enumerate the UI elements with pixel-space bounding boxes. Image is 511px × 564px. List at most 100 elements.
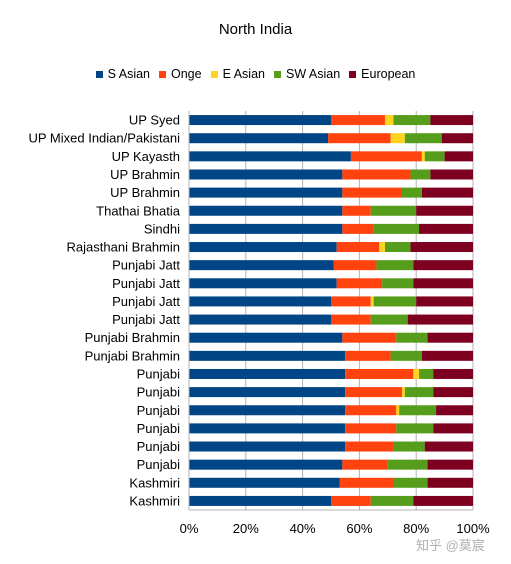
x-tick-label: 20% [233,521,259,536]
bar-segment [345,441,394,452]
bar-segment [421,187,473,198]
bar-segment [427,332,473,343]
bar-segment [373,223,420,234]
bar-segment [419,223,473,234]
bar-segment [396,332,428,343]
bar-segment [404,133,442,144]
bar-segment [402,387,405,398]
bar-segment [393,477,428,488]
category-label: Punjabi [137,457,180,472]
bar-segment [345,405,397,416]
bar-segment [404,387,434,398]
bar-segment [370,495,414,506]
bar-segment [189,115,331,126]
bar-segment [427,477,473,488]
category-label: UP Syed [129,113,180,128]
bar-segment [399,405,437,416]
bar-segment [189,368,346,379]
bar-segment [345,368,414,379]
category-label: Punjabi Jatt [112,294,180,309]
category-label: Punjabi Jatt [112,258,180,273]
category-label: Punjabi Brahmin [85,348,180,363]
legend-label: S Asian [107,67,150,81]
category-label: Rajasthani Brahmin [67,240,180,255]
category-label: UP Kayasth [112,149,180,164]
bar-segment [342,459,388,470]
bar-segment [189,133,329,144]
x-tick-label: 60% [346,521,372,536]
bar-segment [373,296,417,307]
bar-segment [387,459,428,470]
bar-segment [342,205,371,216]
bar-segment [416,205,473,216]
legend-item: S Asian [95,67,150,81]
category-label: UP Mixed Indian/Pakistani [28,131,180,146]
bar-segment [342,187,402,198]
legend-swatch [210,70,218,78]
bar-segment [342,332,397,343]
bar-segment [345,423,397,434]
bar-segment [350,151,422,162]
bar-segment [390,350,422,361]
bar-segment [328,133,391,144]
bar-segment [384,242,411,253]
legend-swatch [349,70,357,78]
bar-segment [370,314,408,325]
bar-segment [189,223,343,234]
category-label: Punjabi [137,366,180,381]
legend-swatch [95,70,103,78]
category-label: Punjabi Jatt [112,312,180,327]
bar-segment [436,405,473,416]
bar-segment [345,387,402,398]
bar-segment [331,115,385,126]
category-label: Thathai Bhatia [96,203,181,218]
bar-segment [393,115,431,126]
bar-segment [189,187,343,198]
x-tick-label: 0% [180,521,199,536]
bar-segment [189,151,351,162]
bar-segment [333,260,377,271]
bar-segment [379,242,385,253]
bar-segment [189,205,343,216]
bar-segment [396,405,400,416]
bar-segment [410,169,431,180]
bar-segment [189,459,343,470]
legend-swatch [159,70,166,78]
x-tick-label: 40% [290,521,316,536]
legend-item: E Asian [210,67,265,81]
bar-segment [376,260,414,271]
bar-segment [189,495,331,506]
bar-segment [382,278,414,289]
bar-segment [413,368,420,379]
bar-segment [410,242,473,253]
bar-segment [419,368,434,379]
bar-segment [433,368,473,379]
bar-segment [370,205,417,216]
bar-segment [189,423,346,434]
bar-segment [427,459,473,470]
bar-segment [424,151,445,162]
bar-segment [444,151,473,162]
bar-segment [393,441,425,452]
legend-item: European [349,67,415,81]
bar-segment [189,278,337,289]
bar-segment [433,387,473,398]
bar-segment [331,296,371,307]
bar-segment [189,387,346,398]
category-label: Punjabi [137,439,180,454]
bar-segment [421,350,473,361]
bar-segment [189,314,331,325]
bar-segment [390,133,405,144]
legend-label: Onge [171,67,202,81]
bar-segment [189,477,340,488]
category-label: Sindhi [144,221,180,236]
bar-segment [421,151,425,162]
bar-segment [331,495,371,506]
bar-segment [345,350,391,361]
legend-label: E Asian [222,67,265,81]
bar-segment [416,296,473,307]
category-label: Kashmiri [129,475,180,490]
bar-segment [342,223,374,234]
category-label: Punjabi [137,403,180,418]
category-label: UP Brahmin [110,167,180,182]
